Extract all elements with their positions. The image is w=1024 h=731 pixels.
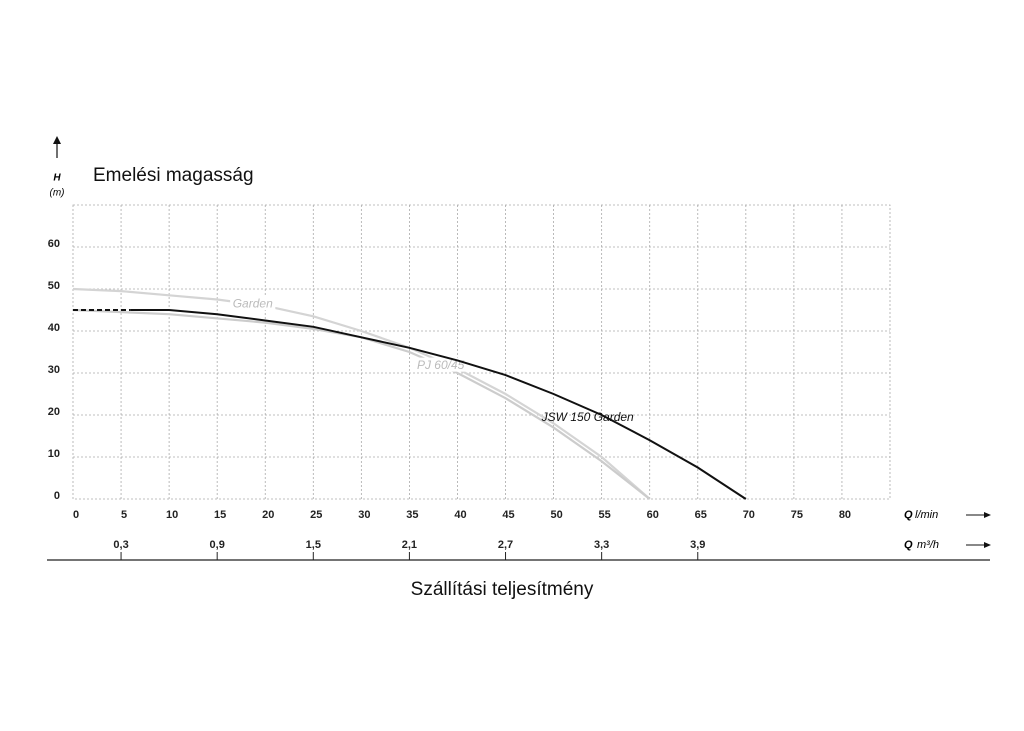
y-tick-label: 0 xyxy=(54,490,60,502)
x-tick-label: 80 xyxy=(839,509,851,521)
x2-tick-label: 3,3 xyxy=(594,539,609,551)
x-tick-label: 60 xyxy=(647,509,659,521)
x-tick-label: 70 xyxy=(743,509,755,521)
chart-title: Emelési magasság xyxy=(93,165,254,186)
x-tick-label: 25 xyxy=(310,509,322,521)
x2-unit: m³/h xyxy=(917,539,939,551)
label-gap xyxy=(230,296,276,311)
curve xyxy=(72,287,651,500)
x-tick-label: 50 xyxy=(550,509,562,521)
y-tick-label: 10 xyxy=(48,448,60,460)
x2-tick-label: 1,5 xyxy=(306,539,321,551)
x-symbol: Q xyxy=(904,509,913,521)
x-tick-label: 55 xyxy=(599,509,611,521)
x-tick-label: 45 xyxy=(502,509,514,521)
x-title: Szállítási teljesítmény xyxy=(411,579,594,600)
y-tick-label: 40 xyxy=(48,322,60,334)
x-unit: l/min xyxy=(915,509,938,521)
label-gap xyxy=(411,357,470,372)
series-label: JSW 150 Garden xyxy=(541,410,634,424)
series-label: PJ 60/45 xyxy=(417,358,465,372)
x-tick-label: 40 xyxy=(454,509,466,521)
y-tick-label: 50 xyxy=(48,280,60,292)
x-tick-label: 65 xyxy=(695,509,707,521)
x2-tick-label: 2,1 xyxy=(402,539,417,551)
y-tick-label: 60 xyxy=(48,238,60,250)
x-tick-label: 75 xyxy=(791,509,803,521)
x-arrow-head xyxy=(984,512,991,518)
y-tick-label: 30 xyxy=(48,364,60,376)
x-tick-label: 35 xyxy=(406,509,418,521)
curve xyxy=(72,308,651,500)
x-tick-label: 20 xyxy=(262,509,274,521)
x-tick-label: 0 xyxy=(73,509,79,521)
x2-tick-label: 0,9 xyxy=(210,539,225,551)
y-tick-label: 20 xyxy=(48,406,60,418)
x-tick-label: 30 xyxy=(358,509,370,521)
x2-tick-label: 3,9 xyxy=(690,539,705,551)
x2-tick-label: 0,3 xyxy=(113,539,128,551)
x2-tick-label: 2,7 xyxy=(498,539,513,551)
y-symbol: H xyxy=(53,173,61,184)
x-tick-label: 5 xyxy=(121,509,127,521)
series-label: Garden xyxy=(233,296,273,310)
x-tick-label: 10 xyxy=(166,509,178,521)
x2-symbol: Q xyxy=(904,539,913,551)
x2-arrow-head xyxy=(984,542,991,548)
x-tick-label: 15 xyxy=(214,509,226,521)
plot-border xyxy=(72,204,891,500)
y-arrow-head xyxy=(53,136,61,144)
y-unit: (m) xyxy=(50,188,65,199)
curve xyxy=(130,309,747,500)
